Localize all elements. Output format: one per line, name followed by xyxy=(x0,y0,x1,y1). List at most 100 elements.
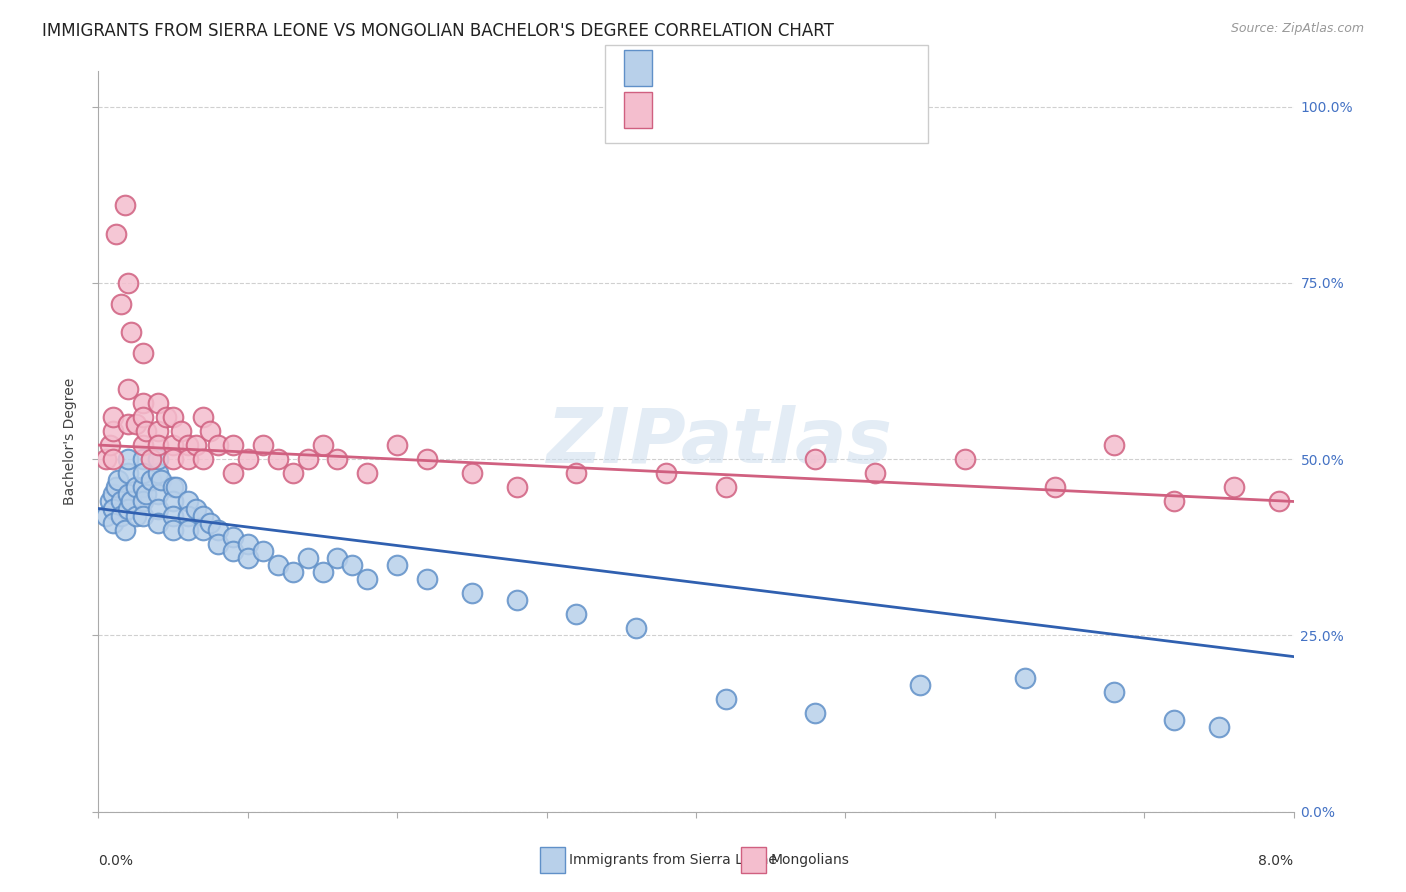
Point xyxy=(120,494,142,508)
Point xyxy=(252,544,274,558)
Point xyxy=(184,438,207,452)
Point xyxy=(311,438,333,452)
Point xyxy=(110,494,132,508)
Point xyxy=(236,550,259,565)
Point xyxy=(222,467,245,481)
Point xyxy=(94,452,117,467)
Point xyxy=(148,452,170,467)
Point xyxy=(177,523,200,537)
Point xyxy=(148,516,170,530)
Point xyxy=(177,508,200,523)
Point xyxy=(148,424,170,438)
Text: 69: 69 xyxy=(817,61,838,75)
Point xyxy=(125,508,148,523)
Point xyxy=(1163,713,1185,727)
Point xyxy=(105,480,128,494)
Point xyxy=(207,438,229,452)
Point xyxy=(114,523,136,537)
Point xyxy=(326,550,349,565)
Point xyxy=(132,494,155,508)
Point xyxy=(953,452,976,467)
Point xyxy=(117,487,139,501)
Point xyxy=(120,325,142,339)
Text: ZIPatlas: ZIPatlas xyxy=(547,405,893,478)
Point xyxy=(267,452,290,467)
Point xyxy=(103,516,125,530)
Point xyxy=(132,480,155,494)
Point xyxy=(117,501,139,516)
Point xyxy=(177,494,200,508)
Point xyxy=(132,438,155,452)
Text: N =: N = xyxy=(782,103,815,117)
Point xyxy=(103,409,125,424)
Point xyxy=(326,452,349,467)
Point xyxy=(139,452,162,467)
Text: -0.341: -0.341 xyxy=(699,61,754,75)
Point xyxy=(506,480,529,494)
Point xyxy=(565,467,588,481)
Point xyxy=(804,452,827,467)
Point xyxy=(416,572,439,586)
Point xyxy=(184,501,207,516)
Point xyxy=(385,558,409,572)
Point xyxy=(207,523,229,537)
Point xyxy=(297,452,319,467)
Point xyxy=(506,593,529,607)
Point xyxy=(252,438,274,452)
Text: Immigrants from Sierra Leone: Immigrants from Sierra Leone xyxy=(569,853,778,867)
Point xyxy=(191,452,214,467)
Text: Source: ZipAtlas.com: Source: ZipAtlas.com xyxy=(1230,22,1364,36)
Point xyxy=(655,467,678,481)
Point xyxy=(117,382,139,396)
Point xyxy=(191,508,214,523)
Point xyxy=(311,565,333,579)
Point xyxy=(236,537,259,551)
Point xyxy=(908,678,931,692)
Y-axis label: Bachelor's Degree: Bachelor's Degree xyxy=(63,378,77,505)
Text: 59: 59 xyxy=(817,103,838,117)
Point xyxy=(162,438,184,452)
Point xyxy=(461,586,484,600)
Point xyxy=(342,558,364,572)
Point xyxy=(222,438,245,452)
Point xyxy=(162,508,184,523)
Point xyxy=(177,452,200,467)
Point xyxy=(114,198,136,212)
Point xyxy=(103,424,125,438)
Point xyxy=(200,516,222,530)
Point xyxy=(162,452,184,467)
Point xyxy=(714,692,737,706)
Point xyxy=(267,558,290,572)
Point xyxy=(132,396,155,410)
Point xyxy=(162,409,184,424)
Point xyxy=(222,544,245,558)
Point xyxy=(110,297,132,311)
Point xyxy=(125,480,148,494)
Text: R =: R = xyxy=(662,61,696,75)
Point xyxy=(148,467,170,481)
Point xyxy=(132,452,155,467)
Point xyxy=(132,508,155,523)
Point xyxy=(1267,494,1289,508)
Point xyxy=(177,438,200,452)
Text: -0.070: -0.070 xyxy=(699,103,754,117)
Point xyxy=(132,409,155,424)
Text: N =: N = xyxy=(782,61,815,75)
Point xyxy=(155,409,177,424)
Text: 0.0%: 0.0% xyxy=(98,854,134,868)
Point xyxy=(162,480,184,494)
Point xyxy=(222,530,245,544)
Point xyxy=(1223,480,1246,494)
Point xyxy=(191,409,214,424)
Point xyxy=(150,473,173,487)
Point xyxy=(356,467,378,481)
Point xyxy=(1043,480,1066,494)
Point xyxy=(626,621,648,635)
Point xyxy=(139,473,162,487)
Point xyxy=(125,417,148,431)
Point xyxy=(103,501,125,516)
Point xyxy=(385,438,409,452)
Point xyxy=(94,508,117,523)
Point xyxy=(117,452,139,467)
Point xyxy=(110,508,132,523)
